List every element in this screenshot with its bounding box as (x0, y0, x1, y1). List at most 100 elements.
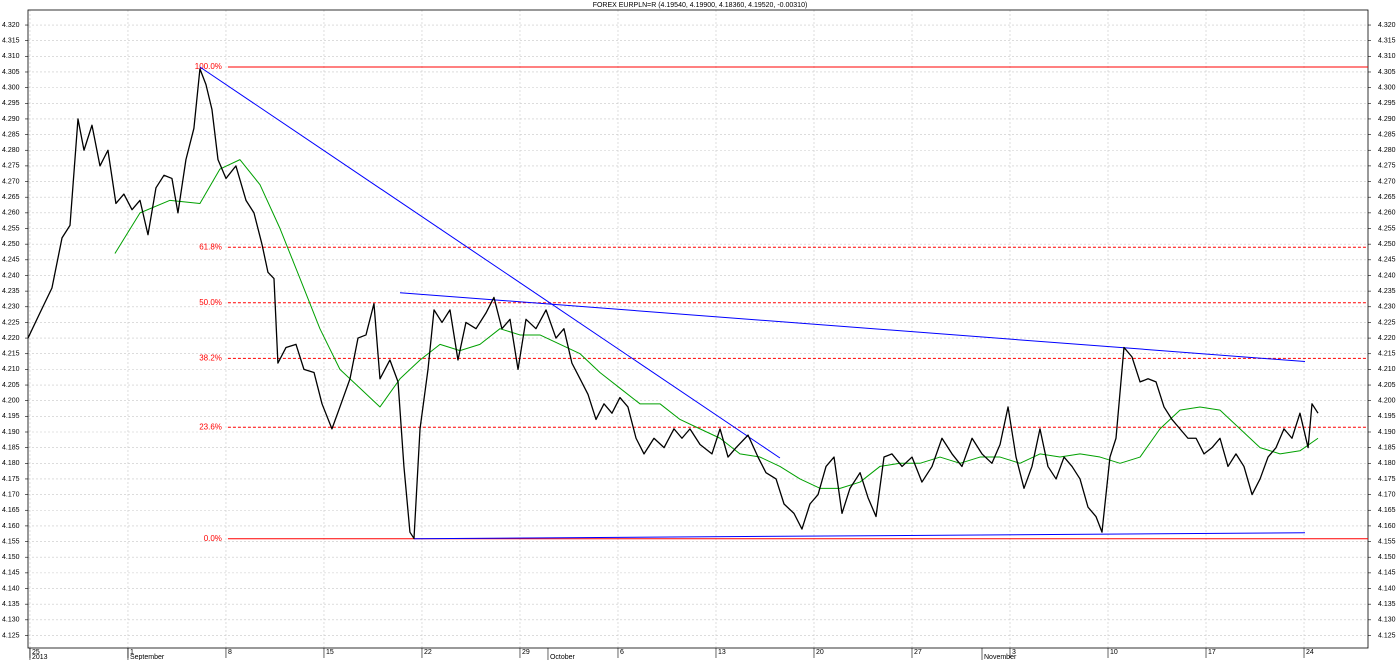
fib-label: 50.0% (199, 298, 222, 307)
y-tick-label: 4.320 (2, 22, 20, 29)
y-tick-label: 4.245 (1378, 257, 1396, 264)
x-tick-label: 24 (1306, 649, 1314, 656)
y-tick-label: 4.145 (2, 570, 20, 577)
fib-label: 0.0% (204, 534, 222, 543)
x-tick-label: 25 (32, 649, 40, 656)
y-tick-label: 4.230 (1378, 304, 1396, 311)
y-tick-label: 4.265 (1378, 194, 1396, 201)
y-tick-label: 4.260 (2, 210, 20, 217)
y-tick-label: 4.175 (2, 476, 20, 483)
plot-frame (27, 9, 1369, 649)
x-tick-label: 29 (522, 649, 530, 656)
y-tick-label: 4.290 (1378, 116, 1396, 123)
y-tick-label: 4.240 (2, 272, 20, 279)
trendline (199, 66, 781, 459)
y-tick-label: 4.185 (1378, 444, 1396, 451)
y-tick-label: 4.210 (2, 366, 20, 373)
price-line (27, 68, 1319, 540)
x-tick-label: 8 (228, 649, 232, 656)
y-tick-label: 4.170 (1378, 491, 1396, 498)
y-tick-label: 4.275 (1378, 163, 1396, 170)
y-tick-label: 4.135 (2, 601, 20, 608)
y-tick-label: 4.300 (1378, 84, 1396, 91)
moving-average-line (114, 159, 1319, 489)
y-tick-label: 4.185 (2, 444, 20, 451)
month-label: October (550, 654, 576, 660)
y-tick-label: 4.155 (2, 538, 20, 545)
y-tick-label: 4.250 (2, 241, 20, 248)
y-tick-label: 4.170 (2, 491, 20, 498)
fib-label: 23.6% (199, 422, 222, 431)
y-tick-label: 4.310 (1378, 53, 1396, 60)
y-tick-label: 4.215 (2, 351, 20, 358)
x-tick-label: 27 (914, 649, 922, 656)
y-tick-label: 4.250 (1378, 241, 1396, 248)
y-tick-label: 4.190 (2, 429, 20, 436)
y-tick-label: 4.285 (1378, 131, 1396, 138)
y-tick-label: 4.295 (2, 100, 20, 107)
y-tick-label: 4.320 (1378, 22, 1396, 29)
x-tick-label: 3 (1012, 649, 1016, 656)
y-tick-label: 4.240 (1378, 272, 1396, 279)
y-tick-label: 4.245 (2, 257, 20, 264)
y-tick-label: 4.300 (2, 84, 20, 91)
x-tick-label: 17 (1208, 649, 1216, 656)
y-tick-label: 4.180 (2, 460, 20, 467)
fib-label: 61.8% (199, 242, 222, 251)
y-tick-label: 4.285 (2, 131, 20, 138)
y-tick-label: 4.140 (2, 585, 20, 592)
month-label: September (130, 654, 165, 660)
trendline (399, 292, 1306, 363)
x-tick-label: 10 (1110, 649, 1118, 656)
y-tick-label: 4.215 (1378, 351, 1396, 358)
y-tick-label: 4.295 (1378, 100, 1396, 107)
y-tick-label: 4.290 (2, 116, 20, 123)
fib-label: 100.0% (195, 62, 222, 71)
y-tick-label: 4.180 (1378, 460, 1396, 467)
y-tick-label: 4.260 (1378, 210, 1396, 217)
y-tick-label: 4.205 (1378, 382, 1396, 389)
y-tick-label: 4.190 (1378, 429, 1396, 436)
y-tick-label: 4.280 (2, 147, 20, 154)
month-label: November (984, 654, 1017, 660)
y-tick-label: 4.140 (1378, 585, 1396, 592)
trendline (413, 532, 1306, 540)
y-tick-label: 4.205 (2, 382, 20, 389)
y-tick-label: 4.280 (1378, 147, 1396, 154)
y-tick-label: 4.200 (1378, 398, 1396, 405)
y-tick-label: 4.125 (1378, 632, 1396, 639)
y-tick-label: 4.135 (1378, 601, 1396, 608)
y-tick-label: 4.160 (2, 523, 20, 530)
month-label: 2013 (32, 654, 48, 660)
x-tick-label: 1 (130, 649, 134, 656)
y-tick-label: 4.225 (1378, 319, 1396, 326)
y-tick-label: 4.265 (2, 194, 20, 201)
y-tick-label: 4.195 (1378, 413, 1396, 420)
y-tick-label: 4.315 (1378, 38, 1396, 45)
y-tick-label: 4.165 (1378, 507, 1396, 514)
y-tick-label: 4.270 (2, 178, 20, 185)
y-tick-label: 4.235 (1378, 288, 1396, 295)
x-tick-label: 22 (424, 649, 432, 656)
y-tick-label: 4.275 (2, 163, 20, 170)
y-tick-label: 4.305 (1378, 69, 1396, 76)
y-tick-label: 4.315 (2, 38, 20, 45)
y-tick-label: 4.235 (2, 288, 20, 295)
y-tick-label: 4.230 (2, 304, 20, 311)
y-tick-label: 4.160 (1378, 523, 1396, 530)
y-tick-label: 4.175 (1378, 476, 1396, 483)
y-tick-label: 4.130 (1378, 617, 1396, 624)
y-tick-label: 4.220 (1378, 335, 1396, 342)
x-tick-label: 13 (718, 649, 726, 656)
y-tick-label: 4.310 (2, 53, 20, 60)
y-tick-label: 4.195 (2, 413, 20, 420)
y-tick-label: 4.130 (2, 617, 20, 624)
y-tick-label: 4.150 (2, 554, 20, 561)
y-tick-label: 4.255 (2, 225, 20, 232)
y-tick-label: 4.150 (1378, 554, 1396, 561)
y-tick-label: 4.270 (1378, 178, 1396, 185)
y-tick-label: 4.305 (2, 69, 20, 76)
